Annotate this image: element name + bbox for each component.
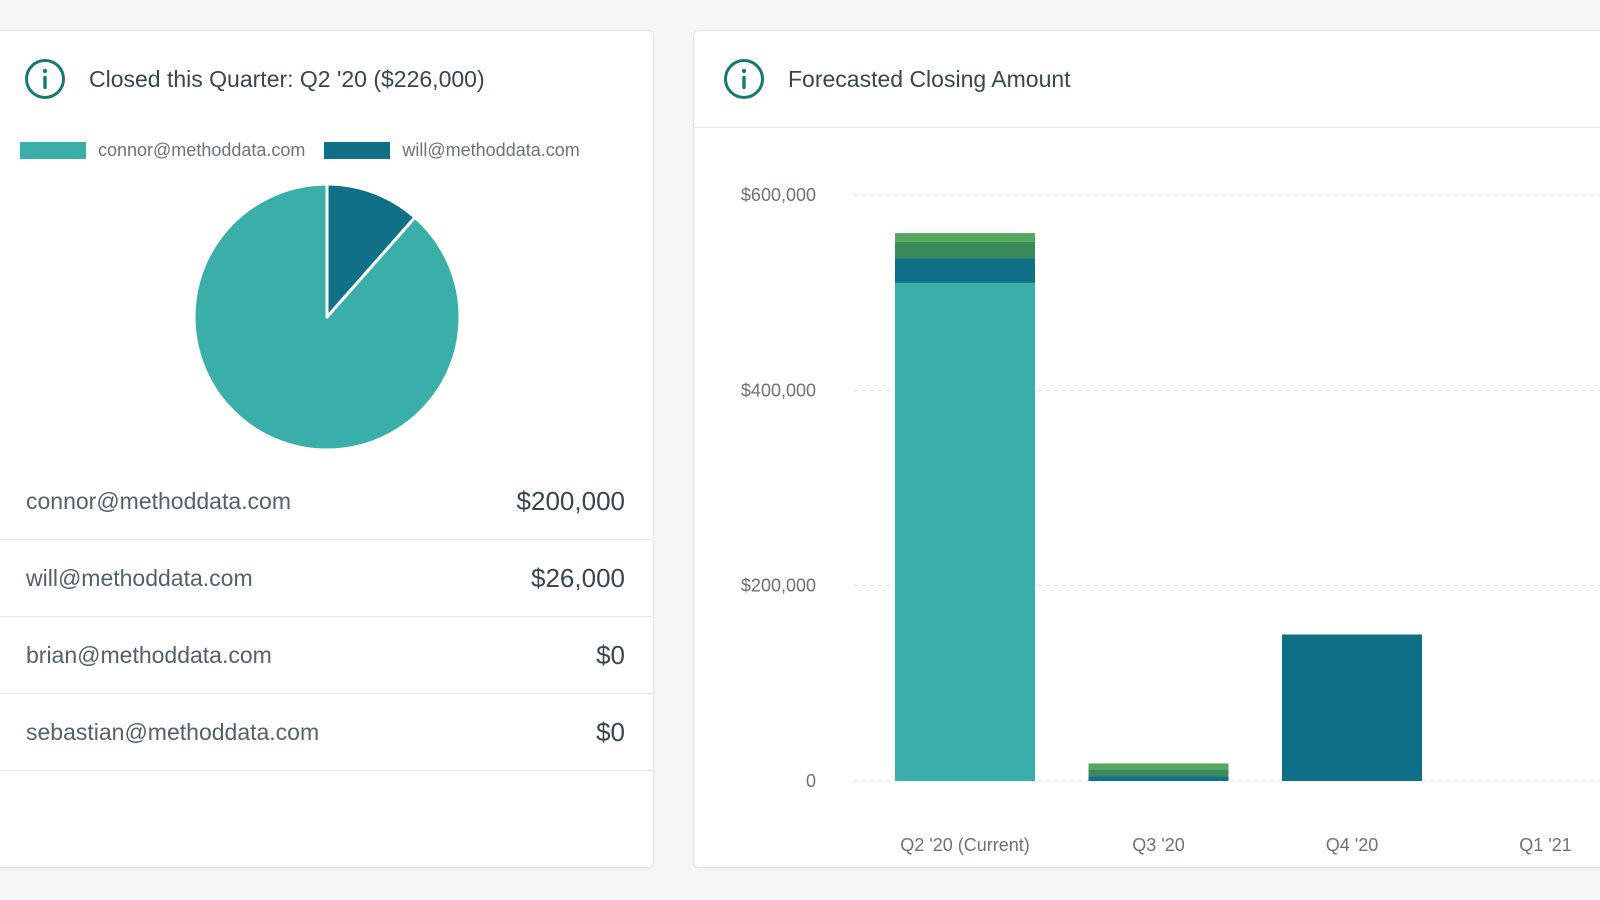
bar-segment[interactable] bbox=[895, 282, 1035, 781]
x-tick-label: Q3 '20 bbox=[1132, 835, 1184, 855]
row-email: will@methoddata.com bbox=[26, 564, 253, 591]
legend-label-will: will@methoddata.com bbox=[402, 140, 580, 160]
row-amount: $26,000 bbox=[531, 562, 625, 593]
info-icon[interactable] bbox=[23, 57, 67, 101]
bar-segment[interactable] bbox=[895, 233, 1035, 242]
closed-table: connor@methoddata.com $200,000 will@meth… bbox=[0, 463, 653, 771]
bar-segment[interactable] bbox=[895, 258, 1035, 283]
legend-swatch-will bbox=[324, 142, 391, 159]
x-tick-label: Q2 '20 (Current) bbox=[900, 835, 1029, 855]
bar-segment[interactable] bbox=[1282, 634, 1422, 782]
legend-item-connor[interactable]: connor@methoddata.com bbox=[20, 140, 305, 161]
closed-this-quarter-card: Closed this Quarter: Q2 '20 ($226,000) c… bbox=[0, 30, 654, 868]
y-tick-label: $200,000 bbox=[741, 576, 816, 596]
row-email: brian@methoddata.com bbox=[26, 641, 272, 668]
x-tick-label: Q4 '20 bbox=[1326, 835, 1378, 855]
closed-pie-chart bbox=[191, 181, 463, 453]
row-email: connor@methoddata.com bbox=[26, 487, 291, 514]
forecast-bar-chart: 0 $200,000 $400,000 $600,000 Q2 '20 (Current… bbox=[741, 185, 1600, 855]
row-amount: $0 bbox=[596, 716, 625, 747]
pie-legend: connor@methoddata.com will@methoddata.co… bbox=[20, 140, 599, 161]
bar-segment[interactable] bbox=[1088, 763, 1229, 770]
forecast-card-header: Forecasted Closing Amount bbox=[694, 31, 1600, 128]
y-tick-label: $600,000 bbox=[741, 185, 816, 205]
forecasted-closing-card: Forecasted Closing Amount 0 $200,000 $400,… bbox=[693, 30, 1600, 868]
legend-swatch-connor bbox=[20, 142, 86, 159]
bar-segment[interactable] bbox=[895, 241, 1035, 259]
info-icon[interactable] bbox=[722, 57, 766, 101]
legend-item-will[interactable]: will@methoddata.com bbox=[324, 140, 580, 161]
table-row: sebastian@methoddata.com $0 bbox=[0, 694, 653, 771]
pie-slice-will[interactable] bbox=[325, 182, 417, 319]
row-amount: $200,000 bbox=[516, 485, 625, 516]
row-amount: $0 bbox=[596, 639, 625, 670]
x-tick-label: Q1 '21 bbox=[1519, 835, 1571, 855]
table-row: brian@methoddata.com $0 bbox=[0, 617, 653, 694]
closed-card-header: Closed this Quarter: Q2 '20 ($226,000) bbox=[0, 31, 653, 127]
forecast-card-title: Forecasted Closing Amount bbox=[788, 65, 1071, 92]
row-email: sebastian@methoddata.com bbox=[26, 718, 320, 745]
bar-segment[interactable] bbox=[1088, 776, 1229, 781]
table-row: connor@methoddata.com $200,000 bbox=[0, 463, 653, 540]
y-tick-label: 0 bbox=[806, 771, 816, 791]
bar-segment[interactable] bbox=[1088, 769, 1229, 777]
closed-card-title: Closed this Quarter: Q2 '20 ($226,000) bbox=[89, 65, 485, 92]
legend-label-connor: connor@methoddata.com bbox=[98, 140, 306, 160]
y-tick-label: $400,000 bbox=[741, 380, 816, 400]
table-row: will@methoddata.com $26,000 bbox=[0, 540, 653, 617]
